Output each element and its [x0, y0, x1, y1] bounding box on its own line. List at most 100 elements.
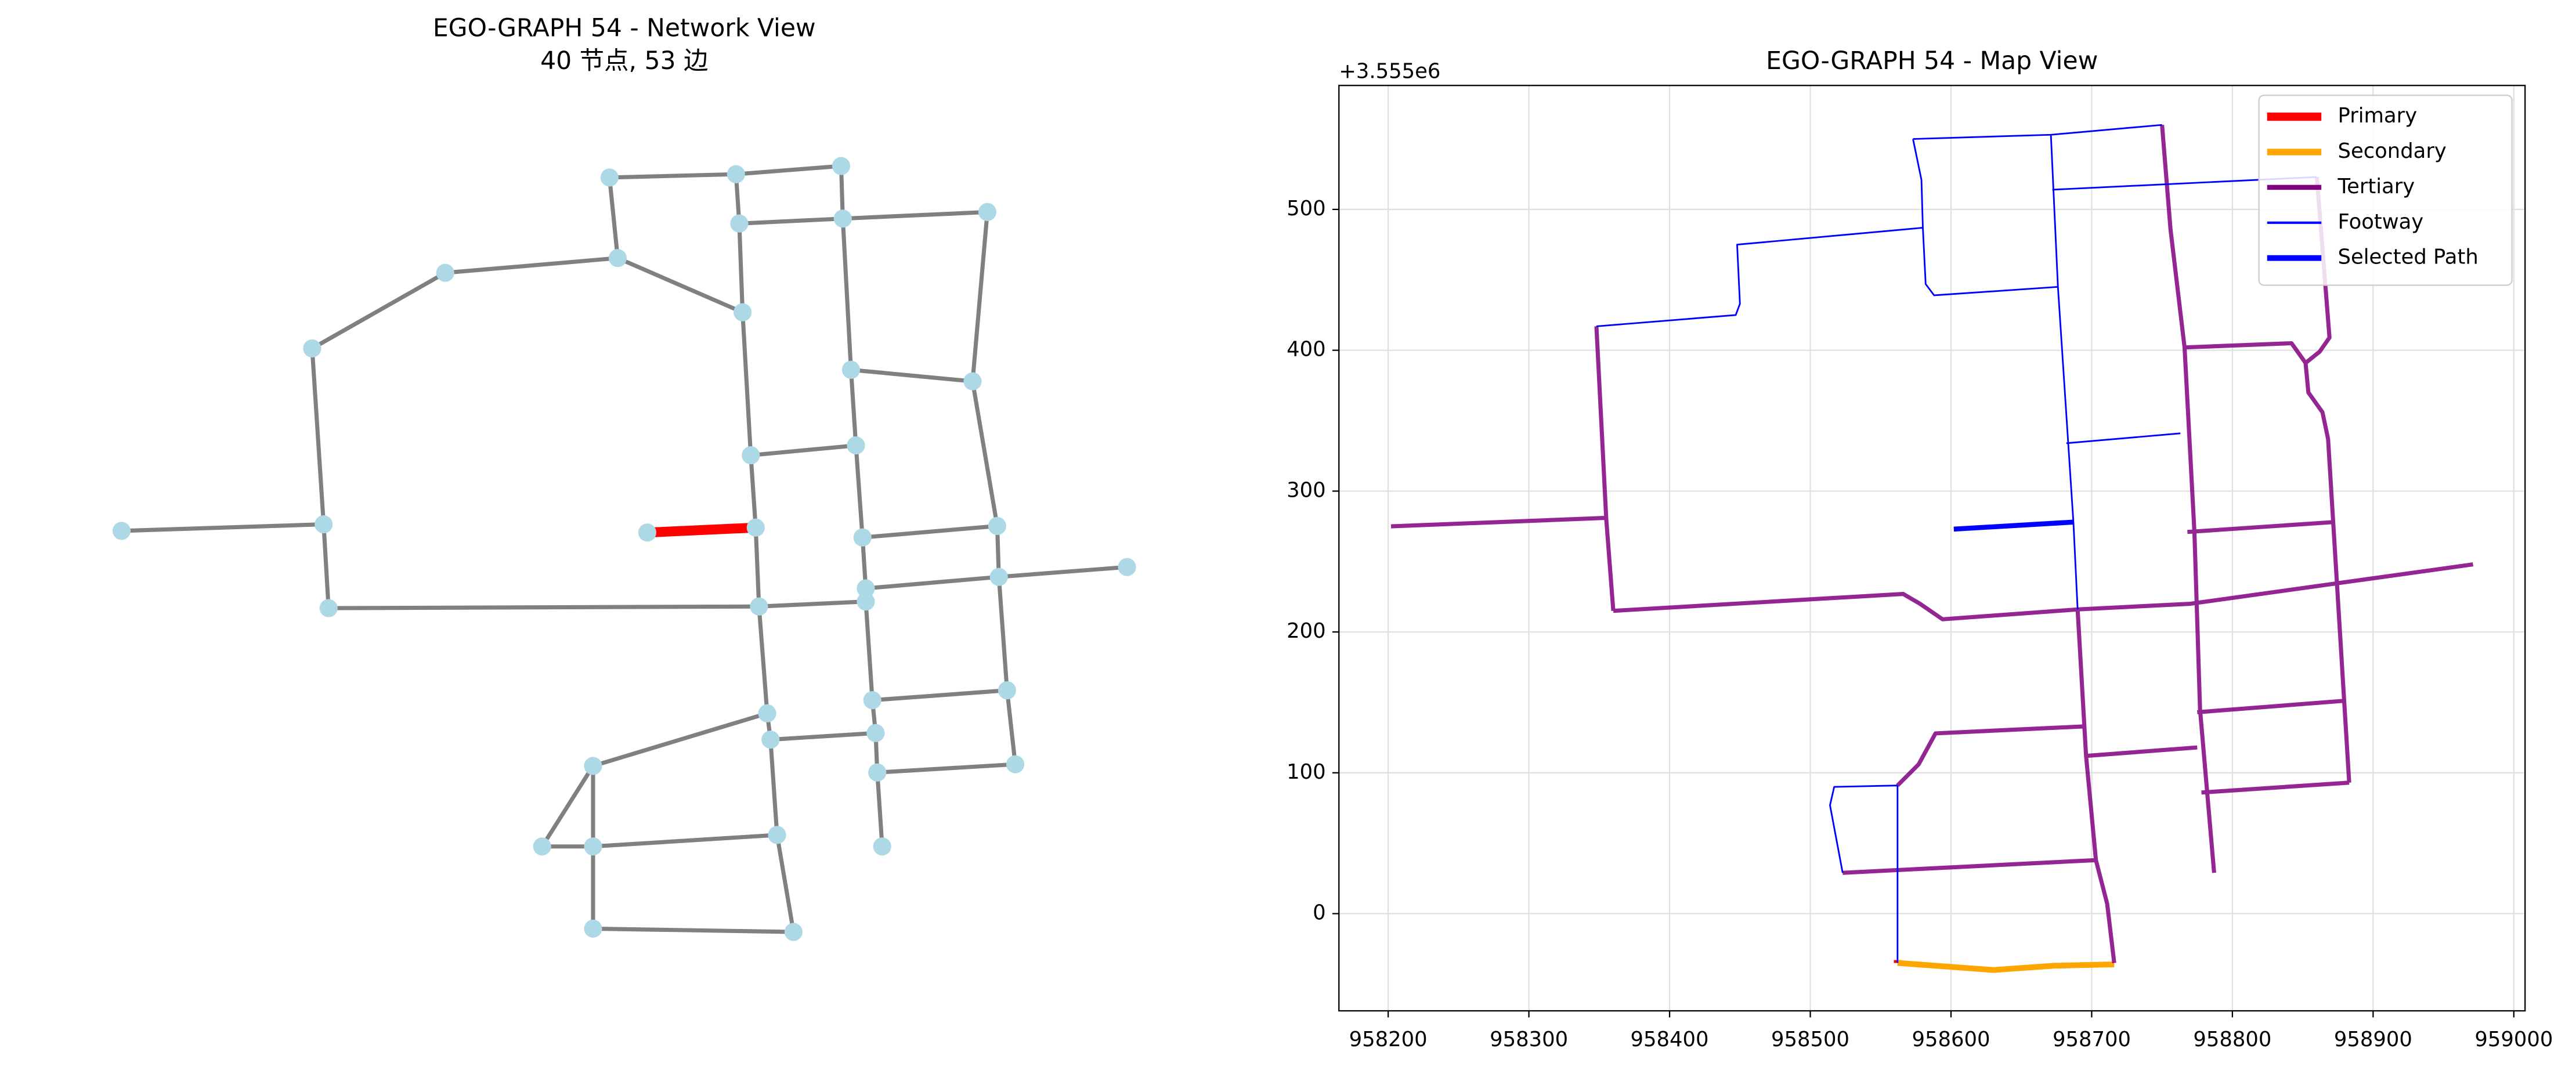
network-node	[857, 592, 875, 611]
network-node	[638, 523, 656, 542]
selected-edge	[647, 522, 756, 538]
network-node	[758, 704, 776, 722]
network-node	[112, 522, 131, 540]
network-node	[584, 919, 602, 938]
network-node	[988, 516, 1006, 535]
y-tick-label: 200	[1287, 619, 1326, 643]
network-node	[978, 203, 996, 221]
network-edge	[775, 834, 796, 932]
network-node	[868, 763, 887, 782]
network-node	[873, 837, 891, 856]
network-edge	[736, 164, 841, 176]
series-line	[1596, 124, 2317, 963]
network-edge	[609, 172, 736, 180]
network-edge	[328, 604, 759, 610]
network-node	[761, 731, 780, 749]
network-edge	[757, 606, 769, 714]
network-edge	[592, 833, 778, 849]
network-edge	[740, 312, 753, 456]
y-tick-label: 0	[1313, 901, 1326, 925]
network-edge	[872, 688, 1007, 703]
network-node	[998, 681, 1016, 700]
y-tick-label: 400	[1287, 338, 1326, 362]
network-node	[750, 597, 768, 616]
map-title: EGO-GRAPH 54 - Map View	[1766, 47, 2098, 75]
network-node	[784, 923, 803, 941]
plot-frame	[1338, 85, 2526, 1012]
network-edge	[121, 522, 324, 533]
x-tick-label: 958700	[2053, 1028, 2131, 1051]
network-node	[853, 528, 872, 547]
network-edge	[1005, 690, 1018, 765]
network-edge	[445, 256, 618, 275]
network-edge	[753, 527, 761, 607]
network-node	[768, 826, 786, 844]
network-node	[303, 339, 321, 358]
x-tick-label: 958900	[2334, 1028, 2412, 1051]
network-title: EGO-GRAPH 54 - Network View	[433, 14, 816, 42]
network-edge	[865, 574, 999, 591]
network-node	[833, 209, 852, 228]
network-node	[584, 837, 602, 856]
network-edge	[321, 524, 331, 609]
network-edge	[848, 370, 858, 446]
network-node	[600, 168, 619, 187]
network-node	[746, 518, 765, 537]
x-tick-label: 958500	[1771, 1028, 1849, 1051]
network-edge	[843, 209, 988, 221]
x-tick-label: 958200	[1349, 1028, 1428, 1051]
network-edge	[311, 271, 446, 350]
network-edge	[607, 177, 620, 259]
x-tick-label: 958300	[1490, 1028, 1568, 1051]
legend-label: Tertiary	[2337, 175, 2415, 198]
network-edge	[864, 601, 875, 700]
network-edge	[862, 523, 998, 540]
legend-label: Primary	[2338, 104, 2418, 128]
series-line	[1390, 124, 2474, 963]
network-subtitle: 40 节点, 53 边	[540, 47, 708, 75]
network-edge	[768, 739, 779, 836]
network-edge	[875, 772, 884, 847]
network-edge	[758, 599, 866, 609]
x-tick-label: 958800	[2193, 1028, 2271, 1051]
series-line	[1897, 960, 2115, 973]
network	[112, 157, 1136, 941]
network-node	[847, 436, 865, 455]
network-node	[533, 837, 551, 856]
network-edge	[737, 223, 745, 313]
network-node	[989, 567, 1008, 586]
network-node	[727, 165, 745, 183]
network-node	[1006, 755, 1025, 773]
network-node	[730, 214, 749, 233]
y-tick-label: 100	[1287, 760, 1326, 784]
network-node	[832, 157, 851, 175]
y-tick-label: 300	[1287, 478, 1326, 502]
map-chart: 958200 958300 958400 958500 958600 958700 9588…	[1287, 85, 2553, 1051]
network-edge	[877, 762, 1016, 775]
x-tick-label: 958600	[1912, 1028, 1990, 1051]
legend-label: Secondary	[2338, 139, 2447, 163]
network-edge	[840, 218, 853, 370]
network-edge	[770, 731, 876, 742]
series-line	[1953, 519, 2074, 532]
x-tick-label: 959000	[2474, 1028, 2553, 1051]
network-node	[963, 372, 982, 391]
network-node	[866, 724, 885, 742]
network-node	[315, 515, 333, 534]
network-edge	[310, 348, 326, 525]
network-edge	[617, 256, 744, 315]
legend-label: Selected Path	[2338, 245, 2479, 269]
network-node	[319, 599, 338, 617]
legend-label: Footway	[2338, 210, 2424, 234]
network-edge	[970, 381, 999, 527]
network-node	[742, 446, 760, 465]
network-node	[857, 579, 875, 598]
legend-box	[2258, 95, 2513, 286]
network-node	[436, 263, 454, 282]
network-edge	[970, 212, 989, 382]
network-edge	[996, 576, 1009, 691]
network-edge	[749, 455, 758, 528]
network-edge	[739, 216, 843, 226]
network-edge	[750, 443, 857, 458]
